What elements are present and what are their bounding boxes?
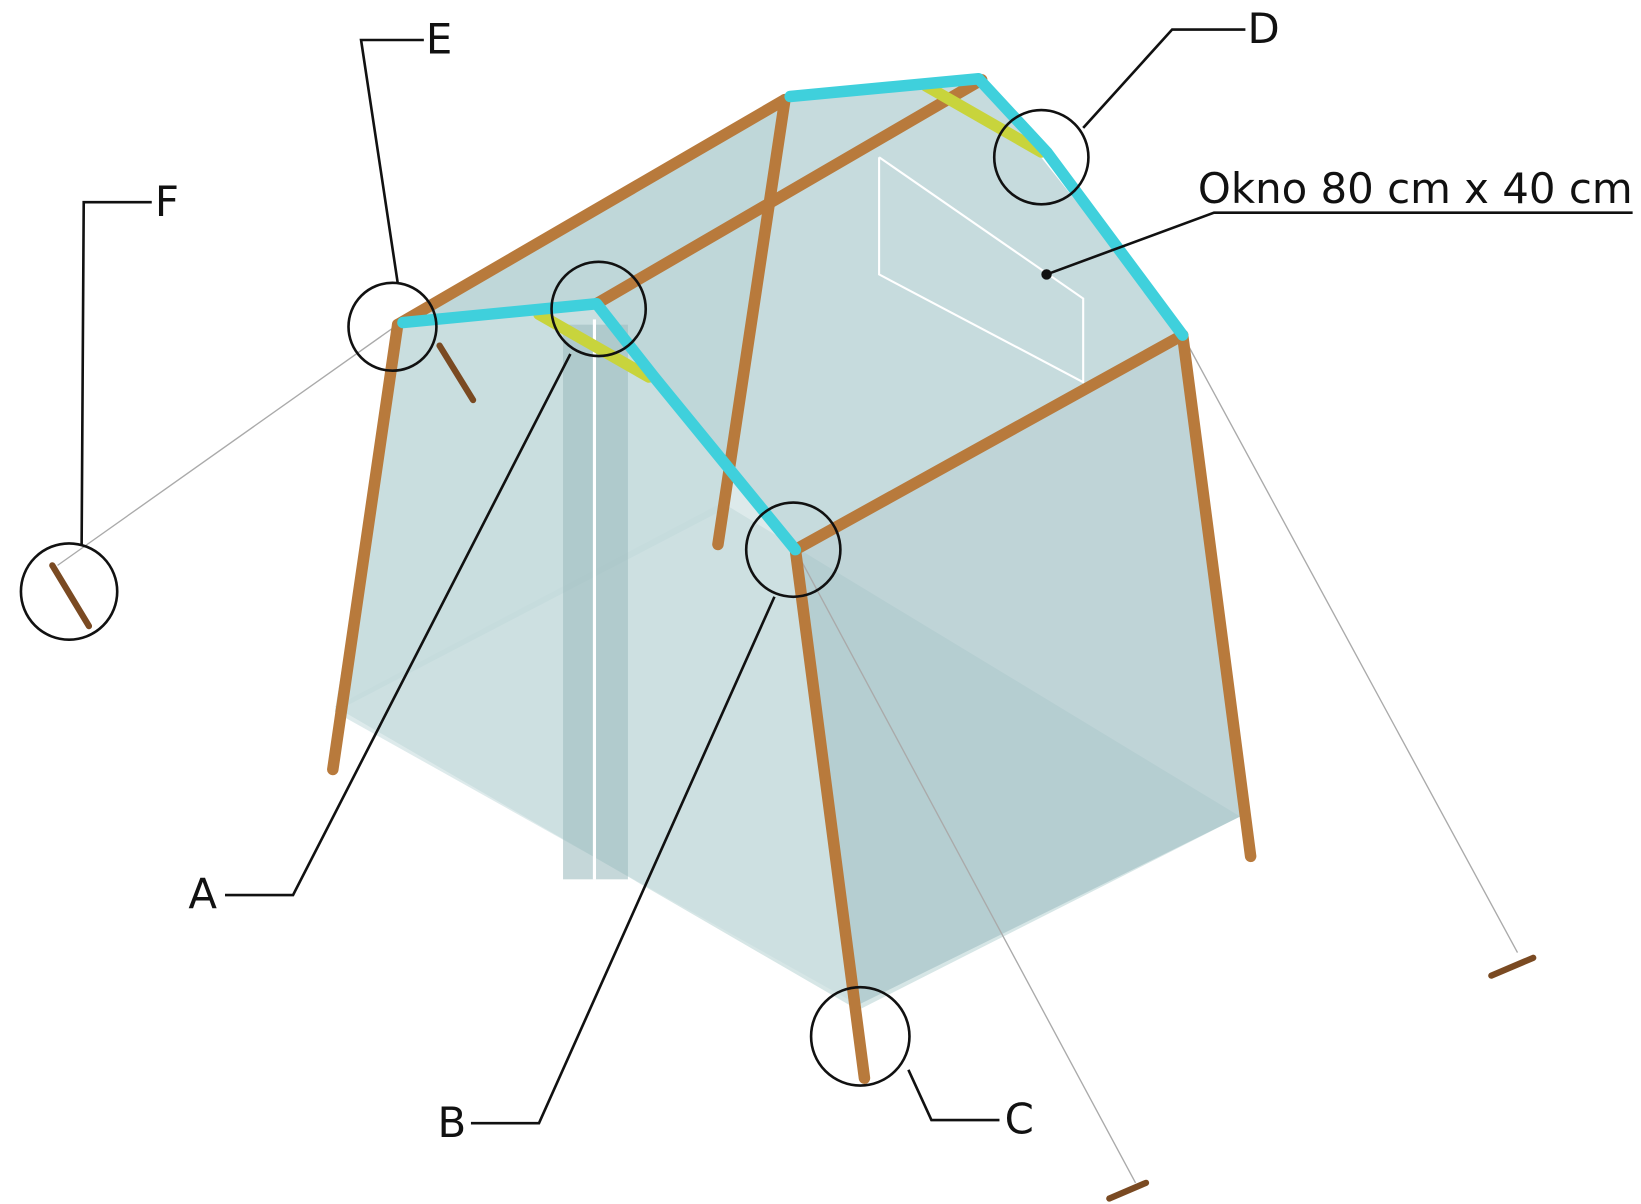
pole [789, 543, 871, 1084]
callout-circle [809, 985, 911, 1087]
window-outline [878, 156, 1085, 384]
stake [49, 562, 93, 630]
window-annotation: Okno 80 cm x 40 cm [1198, 164, 1633, 213]
leader [359, 38, 424, 283]
front-arch [397, 297, 802, 556]
roof [397, 78, 1183, 550]
leader [1046, 211, 1633, 276]
leader [1082, 28, 1246, 129]
callout-label: F [155, 177, 179, 226]
guy-line [57, 324, 399, 566]
callout-circle [744, 501, 842, 599]
guy-line [794, 549, 1137, 1184]
callout-circle [550, 260, 648, 358]
callout-circle [347, 281, 438, 373]
leader [907, 1069, 1000, 1122]
leader [470, 596, 776, 1125]
stake [1488, 954, 1537, 979]
pole [590, 74, 988, 310]
guy-line [1182, 334, 1519, 953]
right-wall [795, 335, 1241, 1005]
callouts: A B C D E F Okno 80 cm x 40 cm [19, 4, 1633, 1147]
callout-label: A [188, 870, 217, 919]
back-arch [784, 72, 1189, 341]
callout-label: B [437, 1098, 466, 1147]
leader [80, 200, 152, 545]
callout-label: C [1005, 1095, 1034, 1144]
brace [533, 308, 655, 383]
callout-label: D [1247, 4, 1279, 53]
tent [49, 72, 1537, 1202]
callout-circle [992, 108, 1090, 206]
pole [1176, 329, 1257, 863]
pole [789, 329, 1189, 556]
leader [225, 353, 572, 897]
stake [1106, 1179, 1150, 1202]
pole [327, 318, 404, 776]
pole [391, 93, 791, 331]
callout-circle [19, 542, 119, 641]
brace [920, 80, 1048, 158]
stake [436, 342, 477, 404]
callout-label: E [426, 15, 452, 64]
